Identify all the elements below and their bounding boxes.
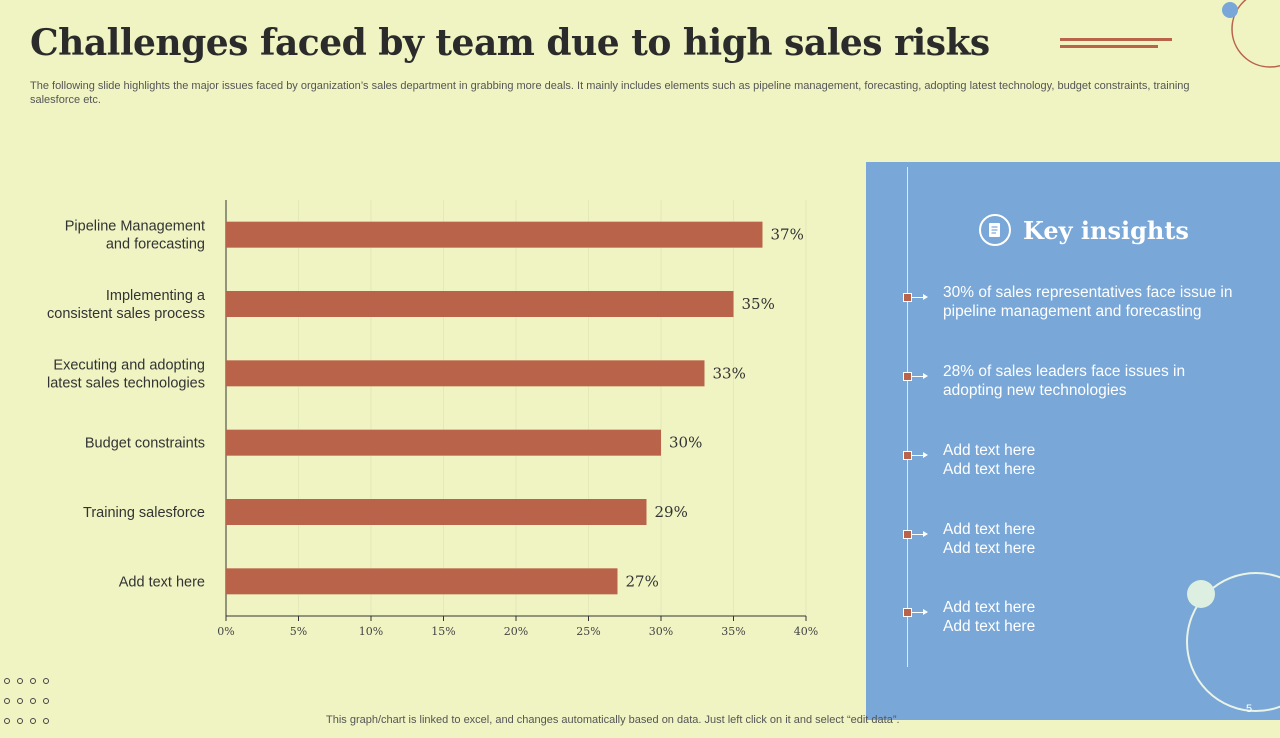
bar-value-label: 35% (742, 295, 775, 313)
category-label-line: Executing and adopting (53, 357, 205, 373)
x-tick-label: 15% (431, 625, 455, 638)
category-label-line: consistent sales process (47, 306, 205, 322)
chart-footnote: This graph/chart is linked to excel, and… (326, 714, 900, 726)
decorative-dot-grid (4, 678, 56, 738)
bar (226, 568, 618, 595)
category-label-line: Training salesforce (83, 505, 205, 521)
insight-line: Add text here (943, 540, 1036, 557)
insight-text: Add text here Add text here (943, 441, 1243, 479)
bar-value-label: 27% (626, 572, 659, 590)
category-label: Budget constraints (85, 436, 205, 452)
category-label: Implementing a consistent sales process (47, 288, 206, 322)
category-label-line: Pipeline Management (65, 219, 205, 235)
x-tick-label: 40% (794, 625, 818, 638)
x-tick-label: 5% (290, 625, 307, 638)
page-number: 5 (1246, 703, 1253, 715)
insights-timeline (907, 167, 908, 667)
category-label: Executing and adopting latest sales techn… (47, 357, 205, 391)
x-tick-label: 35% (721, 625, 745, 638)
slide-title: Challenges faced by team due to high sal… (30, 22, 990, 64)
x-tick-label: 10% (359, 625, 383, 638)
bar-value-label: 30% (669, 434, 702, 452)
insight-line: Add text here (943, 461, 1036, 478)
insight-item: Add text here Add text here (866, 598, 1280, 642)
x-tick-label: 30% (649, 625, 673, 638)
arrow-icon (912, 609, 928, 615)
category-label-line: latest sales technologies (47, 375, 205, 391)
insight-line: Add text here (943, 618, 1036, 635)
category-label-line: Implementing a (106, 288, 206, 304)
bar (226, 429, 661, 456)
x-tick-label: 20% (504, 625, 528, 638)
key-insights-title: Key insights (1023, 215, 1189, 245)
category-label: Training salesforce (83, 505, 205, 521)
decorative-dot (1187, 580, 1215, 608)
insight-marker (903, 451, 912, 460)
insight-item: 28% of sales leaders face issues in adop… (866, 362, 1280, 406)
insight-text: 30% of sales representatives face issue … (943, 284, 1233, 320)
insight-line: Add text here (943, 521, 1036, 538)
insight-text: Add text here Add text here (943, 520, 1243, 558)
bar-value-label: 29% (655, 503, 688, 521)
bar (226, 499, 647, 525)
insight-line: Add text here (943, 442, 1036, 459)
insight-marker (903, 372, 912, 381)
decorative-circles (1222, 0, 1280, 68)
x-tick-label: 0% (217, 625, 234, 638)
arrow-icon (912, 452, 928, 458)
bar-value-label: 37% (771, 226, 804, 244)
insight-marker (903, 530, 912, 539)
key-insights-header: Key insights (979, 214, 1189, 246)
arrow-icon (912, 294, 928, 300)
insight-marker (903, 608, 912, 617)
bar-chart: 0% 5% 10% 15% 20% 25% 30% 35% 40% 37% Pipeline Man… (47, 200, 818, 638)
decorative-lines (1060, 38, 1172, 52)
bar (226, 291, 734, 317)
arrow-icon (912, 373, 928, 379)
insight-item: Add text here Add text here (866, 441, 1280, 485)
insight-text: 28% of sales leaders face issues in adop… (943, 363, 1186, 399)
arrow-icon (912, 531, 928, 537)
bar (226, 360, 705, 387)
insight-marker (903, 293, 912, 302)
category-label-line: Budget constraints (85, 436, 205, 452)
category-label-line: Add text here (119, 574, 205, 590)
document-icon (979, 214, 1011, 246)
x-tick-label: 25% (576, 625, 600, 638)
insight-text: Add text here Add text here (943, 598, 1243, 636)
bar-value-label: 33% (713, 364, 746, 382)
key-insights-panel: Key insights 30% of sales representative… (866, 162, 1280, 720)
insight-item: 30% of sales representatives face issue … (866, 283, 1280, 327)
category-label: Pipeline Management and forecasting (65, 219, 205, 253)
insight-line: Add text here (943, 599, 1036, 616)
bar (226, 221, 763, 248)
insight-item: Add text here Add text here (866, 520, 1280, 564)
slide-subtitle: The following slide highlights the major… (30, 80, 1190, 106)
category-label: Add text here (119, 574, 205, 590)
category-label-line: and forecasting (106, 237, 205, 253)
